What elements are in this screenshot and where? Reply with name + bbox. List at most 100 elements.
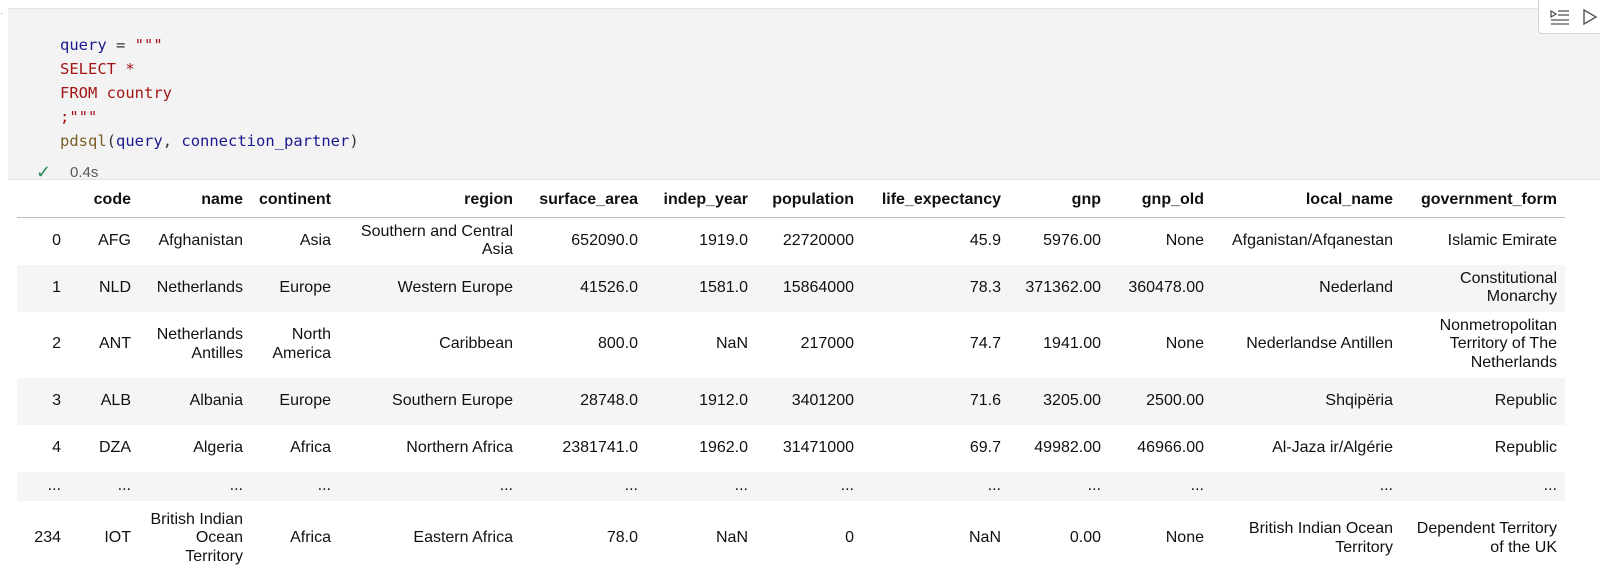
table-cell: 1962.0	[699, 438, 748, 456]
code-line: SELECT *	[60, 57, 359, 81]
table-cell: Netherlands Antilles	[156, 326, 243, 362]
table-cell: Western Europe	[397, 278, 513, 296]
code-token: )	[349, 132, 359, 150]
table-cell: Algeria	[193, 438, 243, 456]
code-line: FROM country	[60, 81, 359, 105]
table-row: 0 AFG Afghanistan Asia Southern and Central …	[17, 217, 1565, 265]
index-header	[17, 184, 69, 218]
table-cell: 49982.00	[1034, 438, 1101, 456]
table-cell: 15864000	[782, 278, 854, 296]
table-row: 1 NLD Netherlands Europe Western Europe 41526…	[17, 264, 1565, 312]
table-cell: Al-Jaza ir/Algérie	[1272, 438, 1393, 456]
row-index: 2	[52, 335, 61, 353]
column-header: population	[756, 184, 862, 218]
table-cell: Republic	[1494, 438, 1557, 456]
table-cell: Dependent Territory of the UK	[1416, 520, 1557, 556]
row-index: 3	[52, 391, 61, 409]
table-cell: NaN	[968, 529, 1001, 547]
table-cell: Southern Europe	[392, 391, 513, 409]
table-cell: British Indian Ocean Territory	[150, 510, 244, 565]
table-cell: Africa	[290, 529, 331, 547]
table-cell: 69.7	[969, 438, 1001, 456]
table-cell: 217000	[800, 335, 854, 353]
column-header: code	[69, 184, 139, 218]
table-cell: 1581.0	[699, 278, 748, 296]
table-cell: Albania	[189, 391, 243, 409]
table-cell: 1912.0	[699, 391, 748, 409]
execution-time: 0.4s	[70, 163, 99, 181]
table-cell: ...	[499, 476, 513, 494]
table-cell: 41526.0	[580, 278, 638, 296]
run-by-line-icon[interactable]	[1549, 5, 1571, 29]
success-check-icon: ✓	[36, 161, 52, 182]
code-token: pdsql	[60, 132, 107, 150]
table-cell: ...	[117, 476, 131, 494]
table-row: 3 ALB Albania Europe Southern Europe 28748.0 1…	[17, 377, 1565, 425]
table-cell: Eastern Africa	[413, 529, 513, 547]
table-cell: 46966.00	[1137, 438, 1204, 456]
table-cell: Southern and Central Asia	[360, 222, 513, 259]
table-row: 4 DZA Algeria Africa Northern Africa 2381741.…	[17, 424, 1565, 472]
table-header: code name continent region surface_area indep…	[17, 184, 1565, 218]
column-header: government_form	[1401, 184, 1565, 218]
code-editor[interactable]: query = """ SELECT * FROM country ;""" pdsql…	[60, 33, 359, 153]
table-cell: 1941.00	[1043, 335, 1101, 353]
table-cell: ALB	[100, 391, 131, 409]
table-cell: 78.3	[969, 278, 1001, 296]
table-cell: NaN	[715, 529, 748, 547]
table-cell: Nederlandse Antillen	[1246, 335, 1393, 353]
table-cell: Afganistan/Afqanestan	[1231, 232, 1393, 249]
row-index: 234	[34, 529, 61, 547]
row-index: ...	[47, 476, 61, 494]
table-cell: 3401200	[791, 391, 854, 409]
table-cell: ...	[1379, 476, 1393, 494]
column-header: name	[139, 184, 251, 218]
table-cell: Europe	[279, 278, 331, 296]
table-cell: 45.9	[969, 232, 1001, 249]
table-cell: NaN	[715, 335, 748, 353]
row-index: 1	[52, 278, 61, 296]
run-icon[interactable]	[1579, 5, 1600, 29]
table-cell: 1919.0	[699, 232, 748, 249]
table-cell: 78.0	[606, 529, 638, 547]
execution-status: ✓ 0.4s	[36, 161, 98, 183]
table-cell: Asia	[299, 232, 331, 249]
table-cell: ...	[317, 476, 331, 494]
table-cell: ...	[1190, 476, 1204, 494]
column-header: region	[339, 184, 521, 218]
table-cell: 652090.0	[571, 232, 638, 249]
table-cell: 371362.00	[1025, 278, 1101, 296]
table-cell: Caribbean	[439, 335, 513, 353]
code-token: connection_partner	[181, 132, 350, 150]
column-header: indep_year	[646, 184, 756, 218]
code-line: query = """	[60, 33, 359, 57]
table-cell: Europe	[279, 391, 331, 409]
column-header: surface_area	[521, 184, 646, 218]
table-cell: Nonmetropolitan Territory of The Netherl…	[1439, 316, 1557, 371]
table-cell: 2500.00	[1146, 391, 1204, 409]
code-token: ,	[162, 132, 182, 150]
table-cell: 0	[845, 529, 854, 547]
table-cell: 5976.00	[1043, 232, 1101, 249]
table-cell: IOT	[104, 529, 131, 547]
row-index: 0	[52, 232, 61, 249]
table-cell: 3205.00	[1043, 391, 1101, 409]
dataframe-table: code name continent region surface_area indep…	[17, 184, 1565, 577]
table-cell: Netherlands	[156, 278, 243, 296]
code-token: query	[116, 132, 163, 150]
table-cell: 0.00	[1069, 529, 1101, 547]
table-cell: ...	[987, 476, 1001, 494]
code-token: =	[106, 36, 135, 54]
table-cell: Shqipëria	[1325, 391, 1393, 409]
table-row: 2 ANT Netherlands Antilles North America Car…	[17, 311, 1565, 378]
code-cell[interactable]: query = """ SELECT * FROM country ;""" pdsql…	[8, 8, 1600, 183]
code-token: FROM country	[60, 84, 172, 102]
table-cell: None	[1165, 335, 1204, 353]
table-cell: DZA	[99, 438, 131, 456]
table-cell: Afghanistan	[158, 232, 243, 249]
table-cell: 360478.00	[1128, 278, 1204, 296]
table-cell: ...	[840, 476, 854, 494]
table-cell: ANT	[99, 335, 131, 353]
code-token: ;"""	[60, 108, 98, 126]
code-token: (	[106, 132, 117, 150]
